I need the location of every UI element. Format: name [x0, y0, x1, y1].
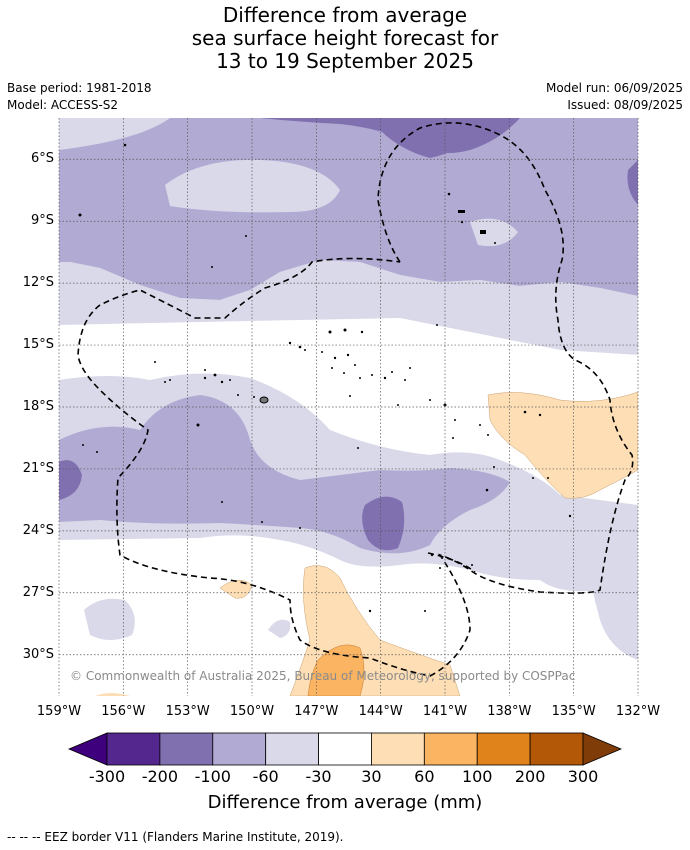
field-minus30 — [470, 218, 518, 247]
colorbar-extend-high — [582, 732, 623, 766]
field-minus100 — [380, 118, 480, 158]
colorbar-tick: 100 — [461, 767, 493, 786]
copyright-notice: © Commonwealth of Australia 2025, Bureau… — [70, 669, 576, 683]
field-minus30 — [84, 598, 135, 640]
lon-tick-label: 132°W — [615, 704, 661, 719]
lon-tick-label: 153°W — [165, 704, 210, 719]
field-plus30 — [487, 391, 638, 499]
field-minus30 — [268, 619, 291, 638]
field-plus60 — [307, 644, 365, 696]
field-minus100 — [59, 460, 82, 500]
model-run: Model run: 06/09/2025 — [545, 81, 683, 95]
field-minus30 — [165, 159, 340, 213]
colorbar-tick: -100 — [194, 767, 231, 786]
colorbar-tick: 60 — [414, 767, 435, 786]
lat-tick-label: 21°S — [22, 460, 54, 476]
islands — [78, 143, 572, 613]
colorbar-segment — [106, 732, 161, 766]
field-minus60 — [59, 118, 638, 300]
lon-tick-label: 150°W — [229, 704, 275, 719]
map-fields — [59, 118, 638, 696]
title-line: 13 to 19 September 2025 — [216, 49, 474, 73]
lat-tick-label: 9°S — [30, 213, 54, 229]
colorbar-tick: -30 — [305, 767, 332, 786]
lon-tick-label: 147°W — [294, 704, 339, 719]
field-minus30 — [585, 540, 638, 660]
eez-border — [427, 552, 476, 573]
field-plus30 — [219, 580, 253, 599]
field-minus100 — [362, 496, 405, 551]
lon-tick-label: 141°W — [422, 704, 468, 719]
map-title: Difference from average sea surface heig… — [0, 4, 690, 73]
lat-tick-label: 27°S — [22, 584, 54, 600]
meta-left: Base period: 1981-2018 Model: ACCESS-S2 — [7, 80, 152, 114]
lon-tick-label: 156°W — [101, 704, 146, 719]
colorbar-segment — [265, 732, 319, 766]
colorbar-segment — [318, 732, 372, 766]
lat-tick-label: 18°S — [22, 399, 54, 414]
lat-tick-label: 6°S — [30, 151, 54, 167]
lon-tick-label: 138°W — [487, 704, 532, 719]
meta-right: Model run: 06/09/2025 Issued: 08/09/2025 — [546, 80, 683, 114]
colorbar-tick: -200 — [141, 767, 179, 786]
colorbar-tick: 30 — [361, 767, 382, 786]
model-name: Model: ACCESS-S2 — [7, 98, 119, 112]
field-minus100 — [627, 160, 638, 205]
lon-tick-label: 144°W — [358, 704, 403, 719]
field-minus30 — [59, 118, 170, 150]
field-plus30 — [95, 693, 130, 696]
colorbar-tick: 300 — [567, 767, 599, 786]
issued-date: Issued: 08/09/2025 — [567, 98, 683, 112]
title-line: sea surface height forecast for — [191, 26, 499, 50]
colorbar-segment — [159, 732, 214, 766]
eez-footnote: -- -- -- EEZ border V11 (Flanders Marine… — [7, 830, 344, 844]
colorbar-segment — [529, 732, 584, 766]
title-line: Difference from average — [222, 3, 468, 27]
lat-tick-label: 12°S — [22, 275, 54, 291]
colorbar-segment — [212, 732, 267, 766]
colorbar-extend-low — [67, 732, 108, 766]
lat-tick-label: 30°S — [22, 646, 54, 662]
lat-tick-label: 24°S — [22, 522, 54, 538]
colorbar-tick: -60 — [252, 767, 279, 786]
colorbar-tick: 200 — [514, 767, 546, 786]
colorbar-segment — [371, 732, 425, 766]
colorbar-segment — [423, 732, 478, 766]
lon-tick-label: 159°W — [36, 704, 82, 719]
colorbar-segment — [476, 732, 531, 766]
lat-tick-label: 15°S — [22, 337, 54, 353]
eez-border — [77, 122, 634, 677]
base-period: Base period: 1981-2018 — [7, 81, 152, 95]
field-minus30 — [59, 260, 638, 355]
colorbar — [67, 732, 623, 766]
colorbar-title: Difference from average (mm) — [207, 792, 483, 813]
colorbar-tick: -300 — [88, 767, 126, 786]
lon-tick-label: 135°W — [551, 704, 596, 719]
